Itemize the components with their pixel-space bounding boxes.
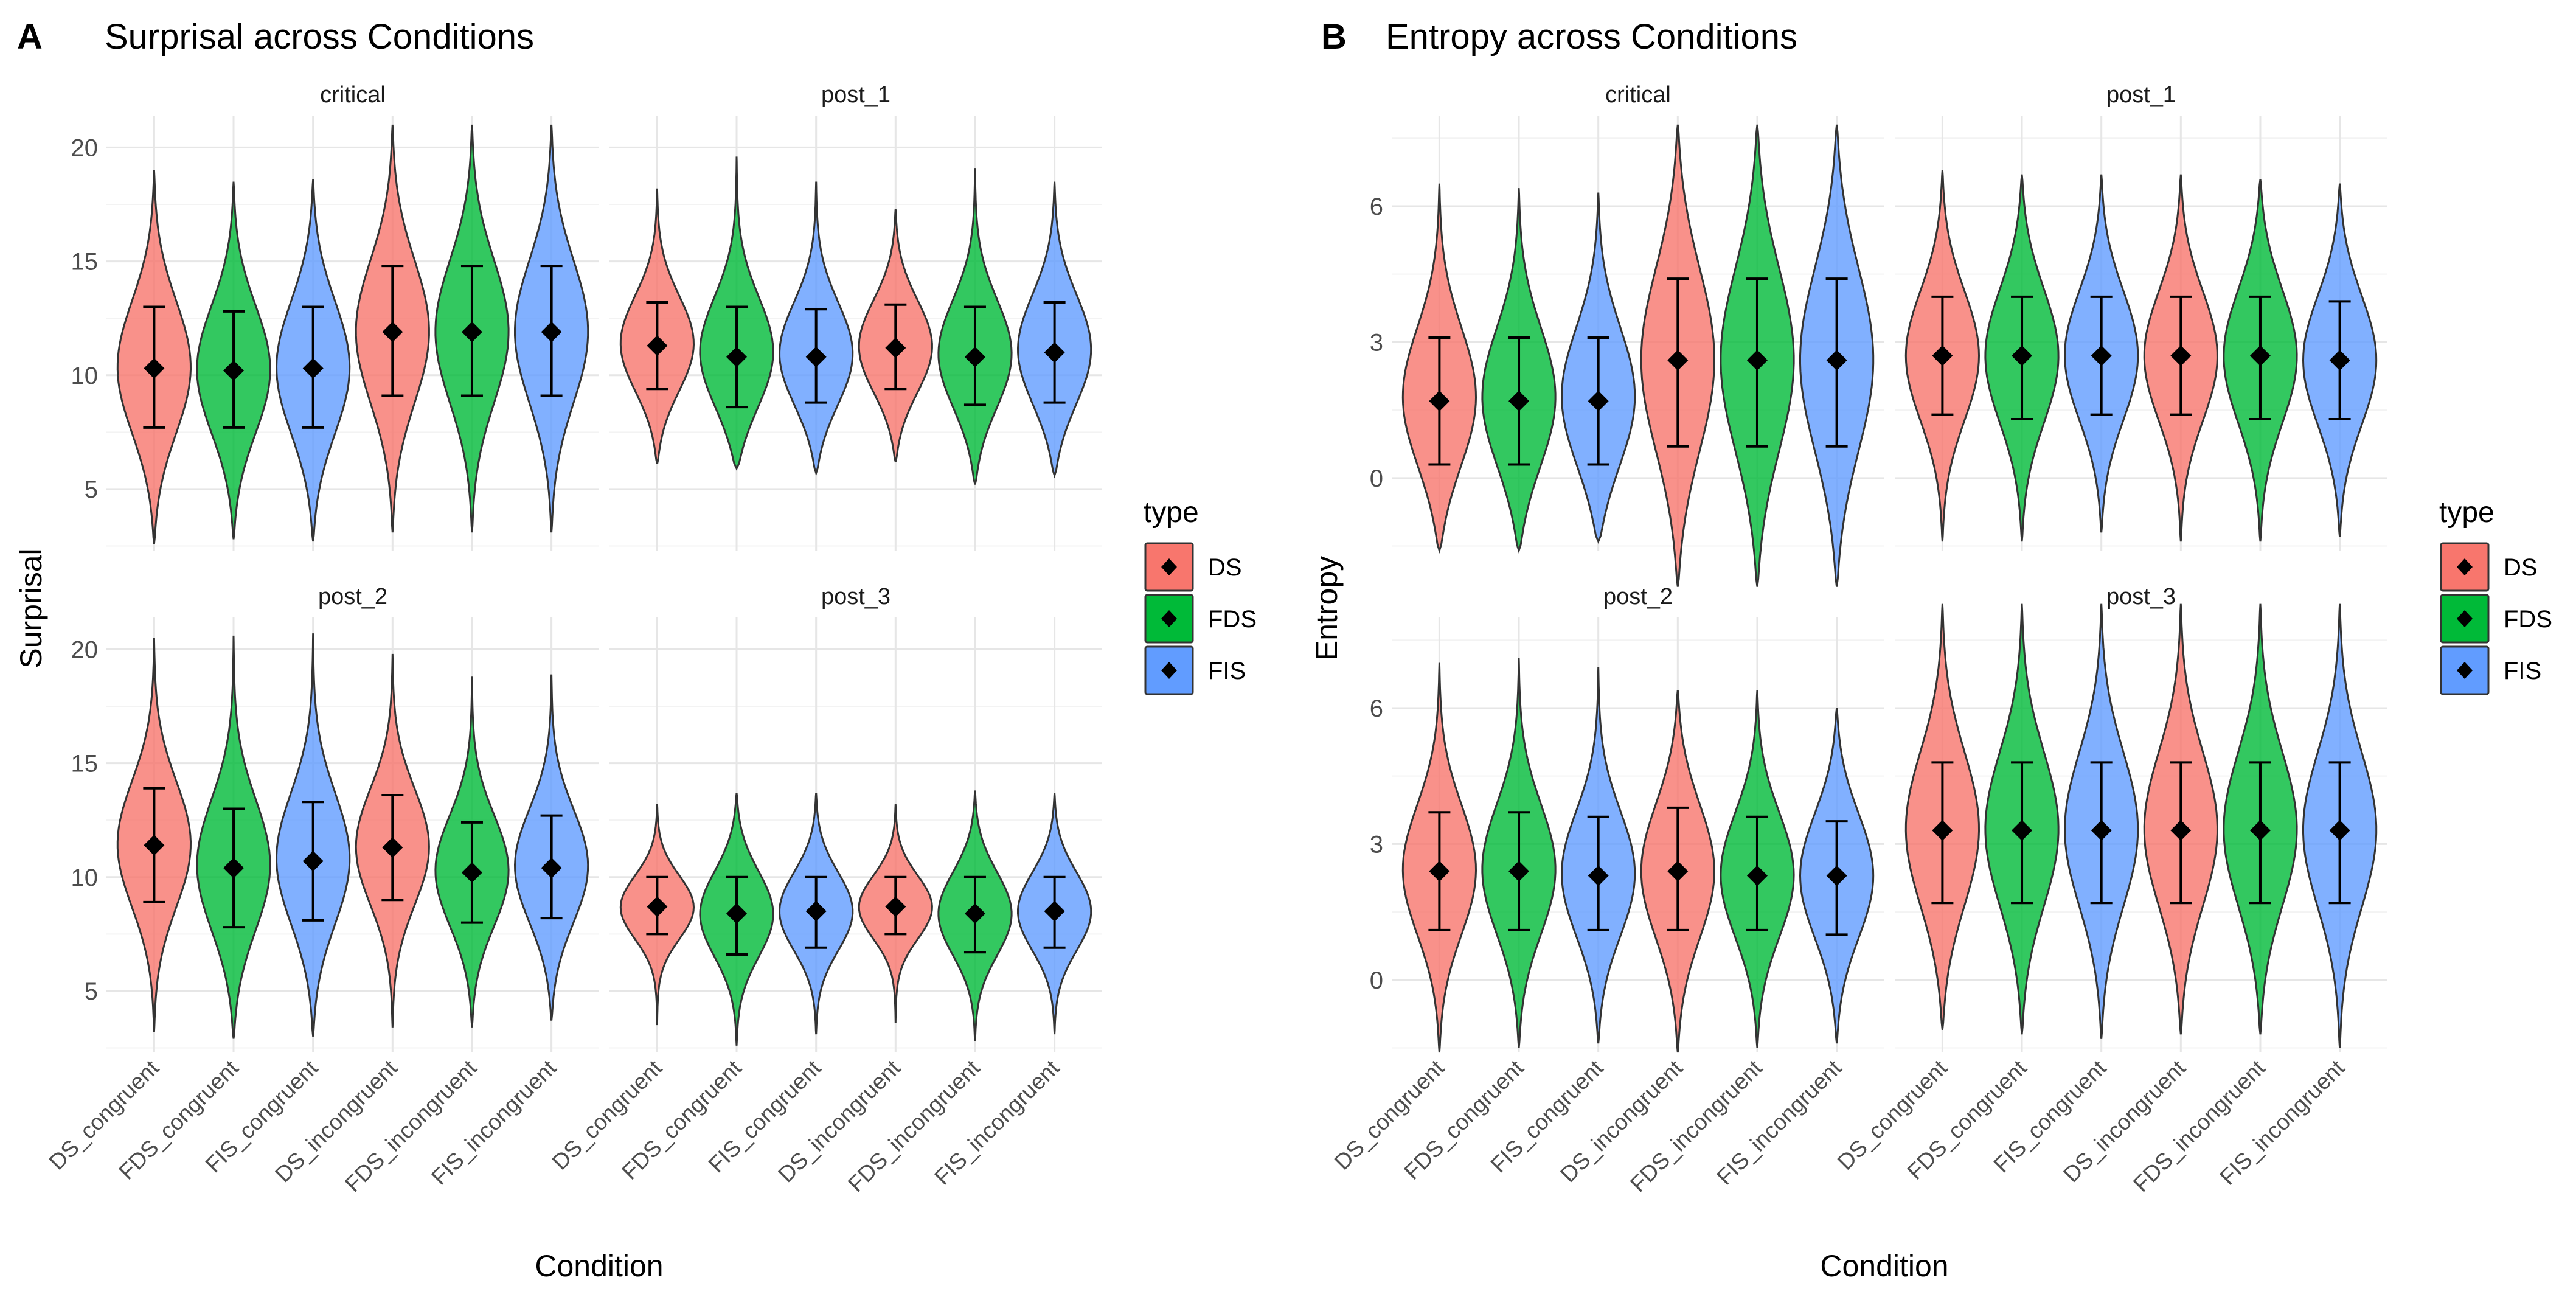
y-tick-label: 0 bbox=[1370, 465, 1383, 492]
mean-marker bbox=[805, 900, 827, 922]
mean-marker bbox=[144, 835, 165, 856]
facet-strip-label: post_2 bbox=[1603, 584, 1673, 610]
y-tick-label: 5 bbox=[85, 476, 98, 503]
panel-b-legend: type DS FDS FIS bbox=[2439, 496, 2552, 695]
mean-marker bbox=[726, 346, 748, 367]
mean-marker bbox=[1746, 865, 1768, 886]
legend-label-fis: FIS bbox=[2504, 658, 2541, 684]
mean-marker bbox=[2329, 820, 2350, 841]
facet-strip-label: post_1 bbox=[821, 82, 890, 108]
mean-marker bbox=[461, 862, 482, 883]
mean-marker bbox=[964, 346, 985, 367]
mean-marker bbox=[1044, 900, 1065, 922]
mean-marker bbox=[1826, 865, 1847, 886]
mean-marker bbox=[461, 321, 482, 343]
mean-marker bbox=[805, 346, 827, 367]
legend-marker-fis bbox=[1161, 662, 1177, 679]
mean-marker bbox=[885, 337, 906, 358]
legend-marker-ds bbox=[2457, 558, 2473, 575]
y-tick-label: 0 bbox=[1370, 967, 1383, 994]
mean-marker bbox=[382, 837, 403, 858]
legend-marker-ds bbox=[1161, 558, 1177, 575]
y-tick-label: 6 bbox=[1370, 695, 1383, 722]
y-tick-label: 3 bbox=[1370, 831, 1383, 858]
facet-critical: critical 5 10 15 20 bbox=[71, 82, 599, 551]
mean-marker bbox=[1667, 350, 1689, 371]
panel-b-y-axis-title: Entropy bbox=[1310, 556, 1344, 661]
legend-title: type bbox=[2439, 496, 2494, 529]
panel-a-letter: A bbox=[17, 17, 43, 57]
panel-a-y-axis-title: Surprisal bbox=[14, 548, 48, 668]
legend-label-ds: DS bbox=[2504, 554, 2538, 581]
mean-marker bbox=[223, 360, 245, 381]
y-tick-label: 5 bbox=[85, 978, 98, 1005]
facet-strip-label: post_1 bbox=[2106, 82, 2176, 108]
y-tick-label: 20 bbox=[71, 636, 99, 663]
y-tick-label: 3 bbox=[1370, 329, 1383, 356]
legend-marker-fis bbox=[2457, 662, 2473, 679]
legend-label-fds: FDS bbox=[1208, 606, 1257, 633]
facet-critical: critical 0 3 6 bbox=[1370, 82, 1884, 587]
mean-marker bbox=[885, 896, 906, 917]
panel-b-x-axis-title: Condition bbox=[1820, 1249, 1948, 1283]
panel-b-letter: B bbox=[1321, 17, 1347, 57]
y-tick-label: 6 bbox=[1370, 193, 1383, 220]
mean-marker bbox=[302, 358, 324, 379]
mean-marker bbox=[2091, 820, 2112, 841]
legend-label-ds: DS bbox=[1208, 554, 1242, 581]
mean-marker bbox=[1746, 350, 1768, 371]
mean-marker bbox=[2170, 820, 2192, 841]
y-tick-label: 10 bbox=[71, 363, 99, 389]
mean-marker bbox=[1508, 861, 1530, 882]
mean-marker bbox=[2249, 820, 2271, 841]
legend-title: type bbox=[1144, 496, 1199, 529]
mean-marker bbox=[647, 335, 668, 356]
mean-marker bbox=[223, 857, 245, 878]
facet-post_1: post_1 bbox=[609, 82, 1102, 551]
y-tick-label: 20 bbox=[71, 134, 99, 161]
facet-strip-label: post_3 bbox=[821, 584, 890, 610]
legend-marker-fds bbox=[2457, 610, 2473, 627]
panel-b-title: Entropy across Conditions bbox=[1386, 17, 1797, 57]
mean-marker bbox=[2170, 345, 2192, 366]
mean-marker bbox=[647, 896, 668, 917]
mean-marker bbox=[541, 321, 562, 343]
mean-marker bbox=[382, 321, 403, 343]
facet-strip-label: critical bbox=[1605, 82, 1671, 108]
mean-marker bbox=[541, 857, 562, 878]
y-tick-label: 15 bbox=[71, 249, 99, 276]
mean-marker bbox=[726, 903, 748, 924]
legend-label-fds: FDS bbox=[2504, 606, 2552, 633]
y-tick-label: 15 bbox=[71, 751, 99, 777]
mean-marker bbox=[2091, 345, 2112, 366]
mean-marker bbox=[302, 850, 324, 872]
facet-strip-label: critical bbox=[320, 82, 386, 108]
mean-marker bbox=[1508, 391, 1530, 412]
facet-strip-label: post_2 bbox=[318, 584, 387, 610]
panel-a-title: Surprisal across Conditions bbox=[105, 17, 534, 57]
mean-marker bbox=[1429, 391, 1450, 412]
mean-marker bbox=[2329, 350, 2350, 371]
mean-marker bbox=[2012, 345, 2033, 366]
facet-strip-label: post_3 bbox=[2106, 584, 2176, 610]
legend-label-fis: FIS bbox=[1208, 658, 1246, 684]
mean-marker bbox=[964, 903, 985, 924]
mean-marker bbox=[1588, 865, 1609, 886]
mean-marker bbox=[1429, 861, 1450, 882]
mean-marker bbox=[1932, 345, 1953, 366]
mean-marker bbox=[2249, 345, 2271, 366]
mean-marker bbox=[2012, 820, 2033, 841]
mean-marker bbox=[1667, 861, 1689, 882]
facet-post_1: post_1 bbox=[1895, 82, 2387, 551]
mean-marker bbox=[1932, 820, 1953, 841]
mean-marker bbox=[1588, 391, 1609, 412]
y-tick-label: 10 bbox=[71, 864, 99, 891]
panel-a-legend: type DS FDS FIS bbox=[1144, 496, 1257, 695]
panel-a-x-axis-title: Condition bbox=[535, 1249, 663, 1283]
mean-marker bbox=[1044, 342, 1065, 363]
mean-marker bbox=[1826, 350, 1847, 371]
mean-marker bbox=[144, 358, 165, 379]
legend-marker-fds bbox=[1161, 610, 1177, 627]
